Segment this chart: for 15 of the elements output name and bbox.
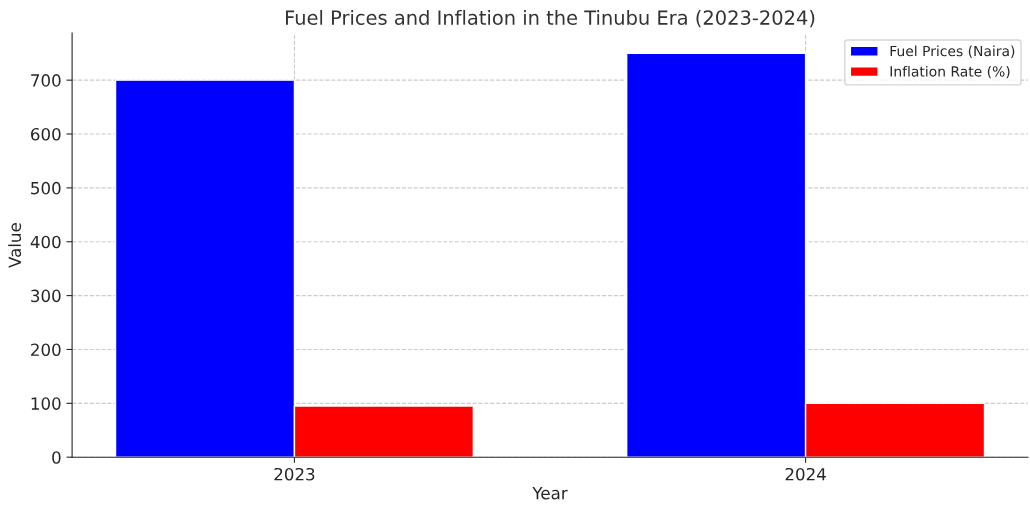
x-tick-label: 2023: [274, 467, 315, 481]
x-tick-label: 2024: [785, 467, 826, 481]
y-tick-label: 600: [31, 127, 61, 141]
y-tick-label: 500: [31, 181, 61, 195]
y-tick-label: 100: [31, 397, 61, 410]
y-tick-label: 400: [30, 235, 61, 249]
y-axis-title: Value: [8, 223, 22, 268]
y-tick-label: 700: [31, 74, 61, 87]
y-tick-label: 0: [52, 451, 61, 464]
legend-label: Inflation Rate (%): [890, 65, 1010, 79]
chart-title: Fuel Prices and Inflation in the Tinubu Era (2023-2024): [286, 9, 815, 28]
y-tick-label: 200: [31, 343, 61, 357]
y-tick-label: 300: [31, 289, 61, 303]
x-axis-title: Year: [532, 487, 568, 500]
legend-label: Fuel Prices (Naira): [890, 45, 1015, 58]
